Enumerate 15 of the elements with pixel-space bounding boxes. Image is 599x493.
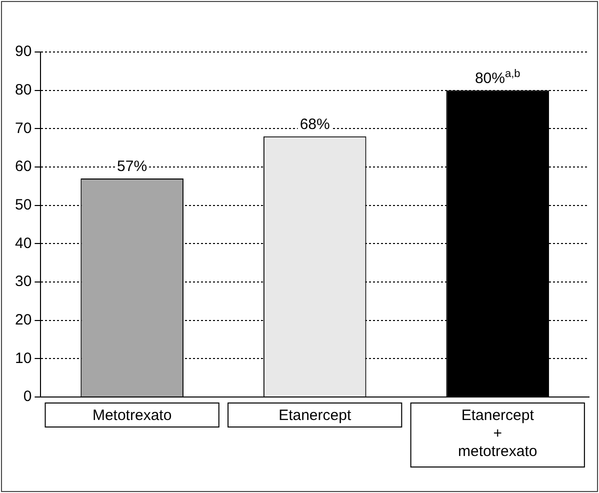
x-tick-label: Etanercept + metotrexato (458, 407, 538, 460)
y-tick-label: 50 (14, 196, 32, 214)
data-label: 68% (300, 116, 330, 133)
y-tick-label: 80 (14, 81, 32, 98)
x-tick-label: Etanercept (278, 407, 352, 424)
x-tick-label: Metotrexato (92, 407, 172, 424)
y-tick-label: 60 (14, 158, 32, 176)
y-tick-label: 20 (14, 311, 32, 328)
y-tick-label: 70 (14, 120, 32, 137)
y-tick-label: 90 (14, 43, 32, 60)
data-label: 57% (117, 158, 148, 176)
y-tick-label: 0 (23, 388, 32, 406)
y-tick-label: 10 (14, 350, 32, 367)
y-tick-label: 40 (14, 234, 32, 252)
y-tick-label: 30 (14, 273, 32, 290)
